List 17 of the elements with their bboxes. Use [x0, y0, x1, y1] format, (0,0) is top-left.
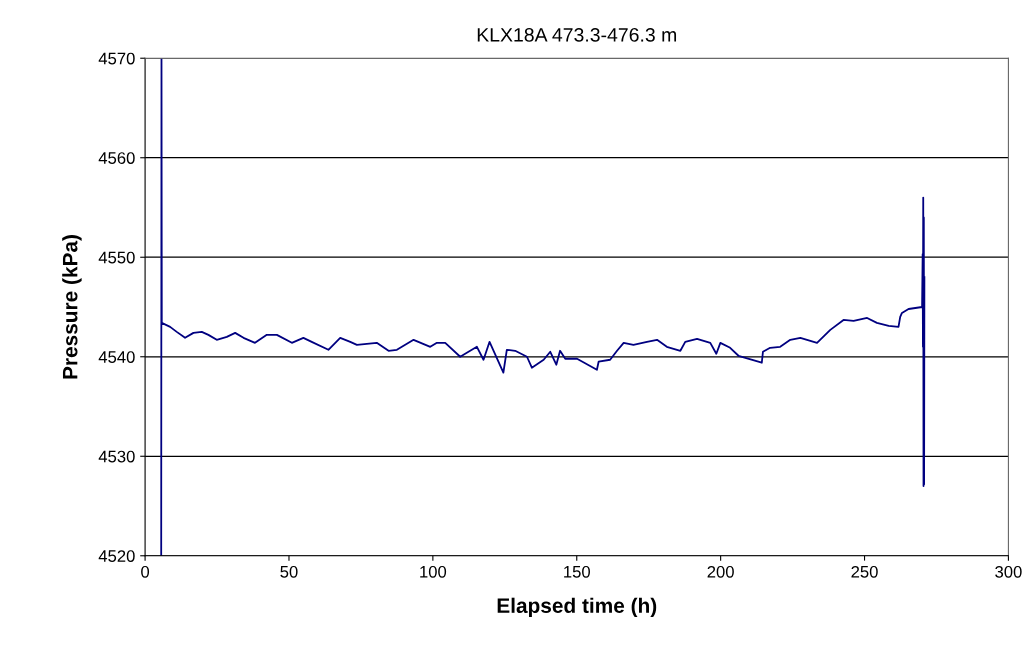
y-tick-label: 4550 [98, 251, 135, 264]
y-tick-label: 4570 [98, 52, 135, 65]
x-tick-label: 300 [995, 565, 1022, 578]
x-tick-label: 100 [420, 565, 447, 578]
y-tick-label: 4530 [98, 450, 135, 463]
chart-title: KLX18A 473.3-476.3 m [477, 27, 677, 42]
line-series [160, 58, 926, 556]
x-tick-label: 150 [564, 565, 591, 578]
y-tick-label: 4540 [98, 351, 135, 363]
x-tick-label: 250 [851, 565, 878, 578]
x-axis-title: Elapsed time (h) [497, 597, 657, 618]
x-tick-label: 200 [707, 565, 734, 578]
y-tick-label: 4520 [98, 550, 135, 562]
y-axis-title: Pressure (kPa) [62, 235, 82, 379]
y-tick-label: 4560 [98, 152, 135, 164]
x-tick-label: 50 [280, 565, 298, 578]
x-tick-label: 0 [141, 565, 150, 578]
